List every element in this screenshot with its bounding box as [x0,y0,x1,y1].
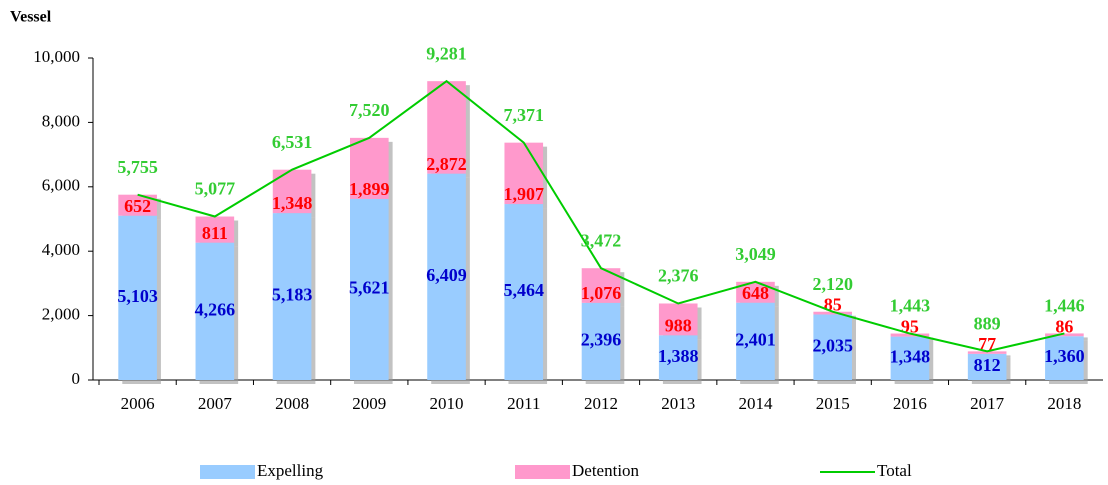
x-tick-label: 2010 [430,394,464,413]
data-label: 1,076 [581,283,622,303]
bar-segment [736,281,775,303]
data-label: 7,520 [349,100,390,120]
data-label: 1,360 [1044,346,1085,366]
y-tick-label: 8,000 [42,111,80,130]
data-label: 3,472 [581,230,622,250]
data-label: 3,049 [735,244,776,264]
data-label: 5,621 [349,278,390,298]
bar-segment [581,302,621,380]
legend-label: Detention [572,461,640,480]
data-label: 5,755 [117,157,158,177]
x-tick-label: 2007 [198,394,233,413]
data-label: 2,872 [426,154,467,174]
x-tick-label: 2018 [1047,394,1081,413]
bar-segment [272,213,312,380]
legend-label: Total [877,461,912,480]
bar-segment [350,137,389,200]
bar-segment [890,336,930,380]
legend-swatch [515,465,570,479]
data-label: 2,376 [658,266,699,286]
data-label: 6,531 [272,132,313,152]
x-tick-label: 2011 [507,394,540,413]
data-label: 1,388 [658,346,699,366]
bar-segment [1045,336,1084,380]
data-label: 988 [665,315,692,335]
data-label: 77 [978,334,996,354]
x-tick-label: 2012 [584,394,618,413]
data-label: 5,464 [504,280,545,300]
data-label: 1,348 [890,346,931,366]
x-tick-label: 2008 [275,394,309,413]
data-label: 2,035 [812,335,853,355]
y-axis-label: Vessel [10,9,52,26]
bar-segment [504,204,544,380]
data-label: 2,401 [735,329,776,349]
data-label: 5,183 [272,285,313,305]
data-label: 1,446 [1044,296,1085,316]
bar-segment [736,302,775,380]
data-label: 2,396 [581,330,622,350]
bar-segment [195,242,235,380]
data-label: 811 [202,223,228,243]
data-label: 5,077 [195,179,236,199]
data-label: 86 [1055,316,1073,336]
legend-label: Expelling [257,461,324,480]
data-label: 652 [124,196,151,216]
bar-segment [118,194,157,216]
bar-segment [427,173,466,380]
bar-segment [427,81,466,174]
data-label: 812 [974,355,1001,375]
bar-segment [813,314,852,380]
data-label: 2,120 [812,274,853,294]
x-tick-label: 2017 [970,394,1005,413]
data-label: 9,281 [426,43,467,63]
data-label: 5,103 [117,286,158,306]
x-tick-label: 2006 [121,394,155,413]
data-label: 4,266 [195,299,236,319]
bar-segment [504,142,544,205]
y-tick-label: 2,000 [42,305,80,324]
bar-segment [118,215,157,380]
y-tick-label: 10,000 [33,47,80,66]
data-label: 7,371 [504,105,545,125]
bar-segment [195,216,235,243]
data-label: 1,907 [504,184,545,204]
y-tick-label: 0 [72,369,81,388]
x-tick-label: 2013 [661,394,695,413]
bar-segment [658,303,698,336]
x-tick-label: 2015 [816,394,850,413]
bar-segment [967,353,1007,380]
legend-swatch [200,465,255,479]
bar-segment [967,351,1007,354]
y-tick-label: 4,000 [42,240,80,259]
bar-segment [350,199,389,380]
bar-segment [1045,333,1084,337]
x-tick-label: 2009 [352,394,386,413]
total-line [137,79,1065,353]
bar-segment [813,311,852,315]
data-label: 1,899 [349,179,390,199]
data-label: 6,409 [426,265,467,285]
x-tick-label: 2016 [893,394,927,413]
data-label: 1,348 [272,193,313,213]
data-label: 889 [974,313,1001,333]
y-tick-label: 6,000 [42,176,80,195]
data-label: 648 [742,283,769,303]
bar-segment [890,333,930,337]
x-tick-label: 2014 [738,394,773,413]
bar-segment [658,335,698,380]
data-label: 1,443 [890,296,931,316]
